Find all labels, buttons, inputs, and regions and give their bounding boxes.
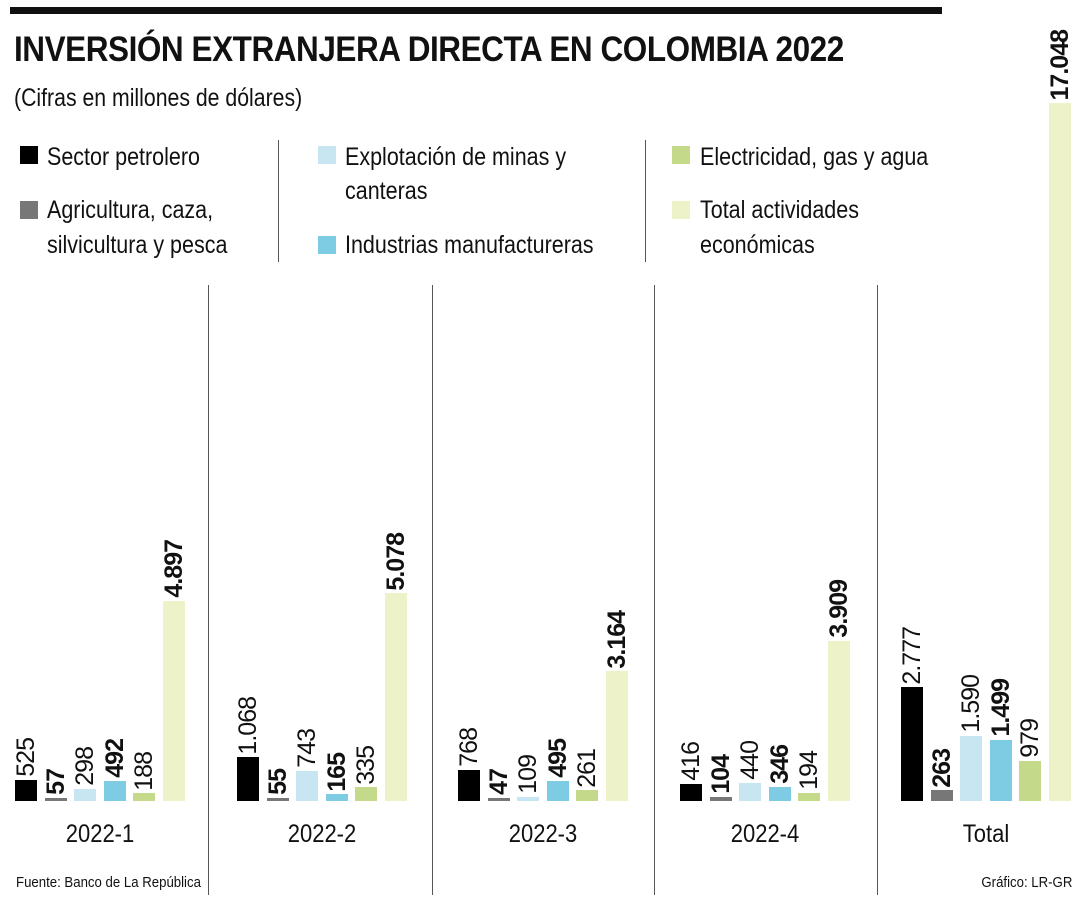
data-label: 525 <box>12 737 40 777</box>
bar-2022-1-3 <box>103 780 126 801</box>
legend-electricidad: Electricidad, gas y agua <box>700 143 929 171</box>
data-label: 55 <box>263 769 292 795</box>
data-label: 2.777 <box>898 626 926 685</box>
data-label: 5.078 <box>381 532 410 591</box>
data-label: 335 <box>352 745 380 785</box>
bar-2022-2-2 <box>296 770 318 801</box>
chart-subtitle: (Cifras en millones de dólares) <box>14 84 303 112</box>
source-note: Fuente: Banco de La República <box>16 874 201 891</box>
legend-swatch-minas <box>318 146 336 164</box>
data-label: 298 <box>71 747 99 786</box>
bar-Total-3 <box>989 739 1012 801</box>
bar-2022-1-4 <box>133 793 155 801</box>
legend-agricultura-line1: Agricultura, caza, <box>47 196 214 224</box>
bar-2022-1-2 <box>74 788 96 801</box>
bar-2022-3-2 <box>517 796 539 801</box>
data-label: 979 <box>1016 719 1044 758</box>
bar-2022-4-4 <box>798 793 820 801</box>
bar-2022-3-3 <box>546 780 569 801</box>
data-label: 743 <box>293 728 321 768</box>
group-divider <box>432 285 433 895</box>
legend-swatch-electricidad <box>672 146 690 164</box>
legend-minas-line2: canteras <box>345 177 428 205</box>
category-label: 2022-1 <box>65 820 135 848</box>
data-label: 416 <box>677 742 705 781</box>
legend-total-line1: Total actividades <box>700 196 859 224</box>
legend-swatch-total <box>672 201 690 219</box>
legend-divider <box>645 140 646 262</box>
data-label: 3.909 <box>824 580 853 638</box>
bar-2022-3-1 <box>487 798 510 801</box>
bar-2022-2-0 <box>237 757 259 801</box>
chart-title: INVERSIÓN EXTRANJERA DIRECTA EN COLOMBIA… <box>14 30 844 69</box>
data-label: 768 <box>455 727 483 767</box>
bar-2022-4-2 <box>739 782 761 801</box>
data-label: 47 <box>484 769 513 795</box>
data-label: 261 <box>573 748 601 788</box>
bar-2022-2-3 <box>325 794 348 801</box>
data-label: 1.068 <box>234 696 262 755</box>
category-label: 2022-3 <box>508 820 578 848</box>
bar-2022-3-4 <box>576 790 598 801</box>
bar-2022-4-1 <box>709 796 732 801</box>
data-label: 194 <box>795 751 823 791</box>
group-divider <box>654 285 655 895</box>
top-rule <box>10 7 942 14</box>
category-label: 2022-2 <box>287 820 357 848</box>
bar-2022-2-1 <box>266 798 289 801</box>
bar-2022-4-5 <box>827 640 850 801</box>
bar-2022-2-5 <box>384 593 407 801</box>
data-label: 4.897 <box>159 539 188 598</box>
legend-swatch-industrias <box>318 236 336 254</box>
data-label: 263 <box>927 748 956 788</box>
legend-industrias: Industrias manufactureras <box>345 231 594 259</box>
credit-note: Gráfico: LR-GR <box>981 874 1072 891</box>
data-label: 109 <box>514 754 542 794</box>
data-label: 495 <box>543 739 572 778</box>
bar-2022-4-3 <box>768 786 791 801</box>
legend-swatch-agricultura <box>20 201 38 219</box>
bar-2022-1-5 <box>162 600 185 801</box>
legend-minas-line1: Explotación de minas y <box>345 143 567 171</box>
group-divider <box>208 285 209 895</box>
data-label: 1.499 <box>986 679 1015 737</box>
bar-2022-2-4 <box>355 787 377 801</box>
bar-Total-0 <box>901 687 923 801</box>
bar-Total-4 <box>1019 760 1041 801</box>
bar-2022-1-1 <box>44 798 67 801</box>
category-label: Total <box>962 820 1009 848</box>
data-label: 188 <box>130 751 158 791</box>
bar-2022-3-0 <box>458 769 480 801</box>
data-label: 57 <box>41 769 70 795</box>
legend-agricultura-line2: silvicultura y pesca <box>47 231 228 259</box>
bar-2022-1-0 <box>15 779 37 801</box>
data-label: 3.164 <box>602 610 631 669</box>
legend-petrolero: Sector petrolero <box>47 143 200 171</box>
bar-2022-3-5 <box>605 671 628 801</box>
category-label: 2022-4 <box>730 820 800 848</box>
data-label: 440 <box>736 741 764 780</box>
data-label: 1.590 <box>957 675 985 733</box>
bar-Total-1 <box>930 790 953 801</box>
data-label: 17.048 <box>1045 29 1074 100</box>
group-divider <box>877 285 878 895</box>
legend-swatch-petrolero <box>20 146 38 164</box>
data-label: 165 <box>322 752 351 792</box>
data-label: 492 <box>100 739 129 778</box>
legend-divider <box>278 140 279 262</box>
data-label: 104 <box>706 755 735 794</box>
legend-total-line2: económicas <box>700 231 815 259</box>
bar-Total-2 <box>960 735 982 801</box>
data-label: 346 <box>765 745 794 784</box>
bar-2022-4-0 <box>680 783 702 801</box>
bar-Total-5 <box>1048 103 1071 801</box>
